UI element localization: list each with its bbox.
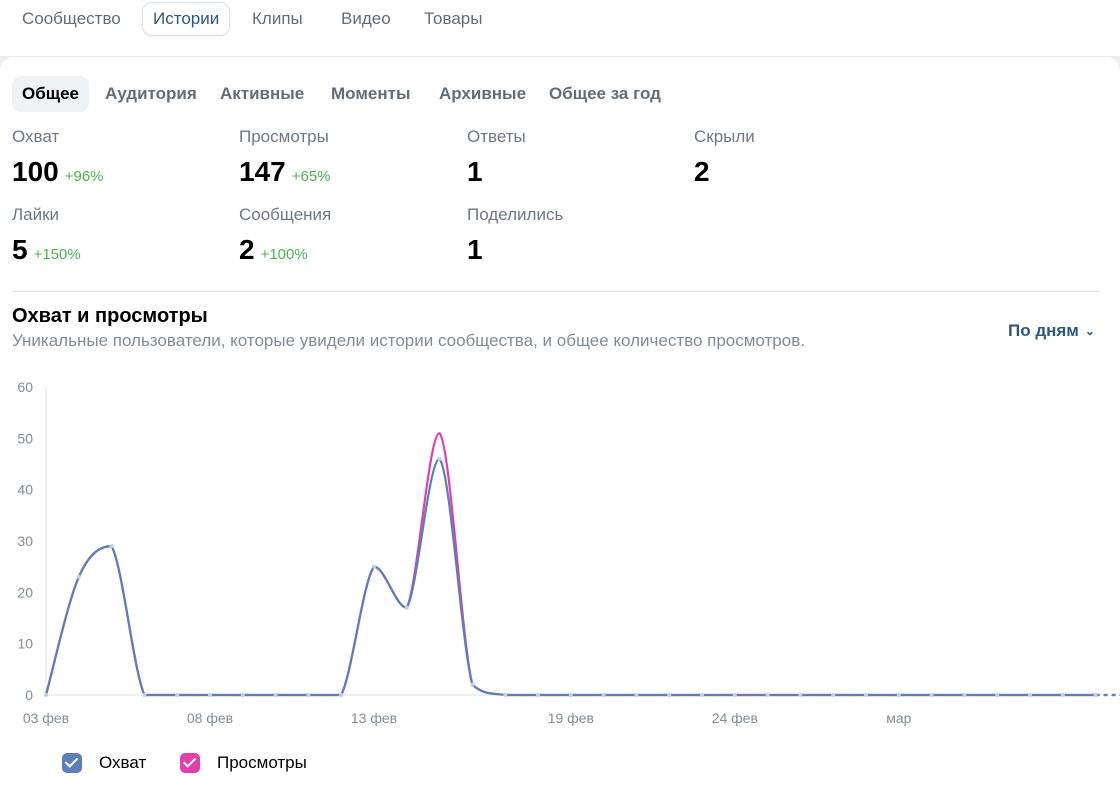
- period-label: По дням: [1008, 321, 1079, 340]
- data-point[interactable]: [1093, 693, 1098, 697]
- y-tick-label: 50: [17, 430, 33, 446]
- stat-reach: Охват 100 +96%: [12, 127, 104, 187]
- checkbox-checked-icon[interactable]: [180, 753, 200, 773]
- x-tick-label: мар: [886, 710, 911, 726]
- data-point[interactable]: [896, 693, 901, 697]
- data-point[interactable]: [470, 682, 475, 687]
- chart-title: Охват и просмотры: [12, 305, 208, 327]
- series-line-reach: [44, 457, 1096, 697]
- subtab-archived[interactable]: Архивные: [439, 84, 527, 103]
- stat-views: Просмотры 147 +65%: [239, 127, 331, 187]
- stat-label: Лайки: [12, 205, 60, 224]
- x-tick-label: 08 фев: [187, 710, 233, 726]
- data-point[interactable]: [437, 456, 442, 461]
- data-point[interactable]: [732, 693, 737, 697]
- data-point[interactable]: [44, 693, 48, 697]
- x-tick-label: 24 фев: [712, 710, 758, 726]
- chart-subtitle: Уникальные пользователи, которые увидели…: [12, 331, 805, 350]
- subtab-moments[interactable]: Моменты: [331, 84, 411, 103]
- data-point[interactable]: [175, 693, 180, 697]
- chevron-down-icon: ⌄: [1084, 324, 1095, 338]
- stat-likes: Лайки 5 +150%: [12, 205, 81, 265]
- stat-replies: Ответы 1: [467, 127, 526, 187]
- tab-community[interactable]: Сообщество: [22, 9, 121, 28]
- data-point[interactable]: [536, 693, 540, 697]
- subtab-yearly[interactable]: Общее за год: [549, 84, 661, 103]
- legend-label: Охват: [99, 753, 147, 772]
- section-divider: [12, 291, 1100, 292]
- data-point[interactable]: [306, 693, 311, 697]
- stat-value: 147: [239, 156, 286, 187]
- tab-stories[interactable]: Истории: [142, 2, 231, 36]
- y-tick-label: 0: [25, 687, 33, 703]
- data-point[interactable]: [995, 693, 1000, 697]
- checkbox-checked-icon[interactable]: [62, 753, 82, 773]
- top-navigation: Сообщество Истории Клипы Видео Товары: [0, 0, 1120, 56]
- data-point[interactable]: [634, 693, 639, 697]
- data-point[interactable]: [208, 693, 212, 697]
- data-point[interactable]: [404, 605, 409, 610]
- data-point[interactable]: [929, 693, 934, 697]
- data-point[interactable]: [109, 544, 114, 549]
- y-tick-label: 10: [17, 636, 33, 652]
- stat-label: Просмотры: [239, 127, 329, 146]
- x-tick-label: 19 фев: [548, 710, 594, 726]
- data-point[interactable]: [503, 693, 508, 697]
- stat-delta: +96%: [64, 168, 104, 185]
- data-point[interactable]: [962, 693, 967, 697]
- tab-clips[interactable]: Клипы: [252, 9, 303, 28]
- data-point[interactable]: [667, 693, 672, 697]
- data-point[interactable]: [76, 574, 81, 579]
- y-tick-label: 20: [17, 584, 33, 600]
- stat-label: Ответы: [467, 127, 526, 146]
- stat-delta: +100%: [260, 246, 308, 263]
- stat-label: Охват: [12, 127, 60, 146]
- stat-label: Сообщения: [239, 205, 332, 224]
- data-point[interactable]: [568, 693, 573, 697]
- tab-video[interactable]: Видео: [341, 9, 391, 28]
- subtab-general[interactable]: Общее: [12, 76, 89, 112]
- reach-views-chart: 0 10 20 30 40 50 60 03 фев 08 фев 13 фев 19 фев 24 …: [17, 379, 1120, 726]
- data-point[interactable]: [1028, 693, 1032, 697]
- y-tick-label: 40: [17, 482, 33, 498]
- stats-card: [0, 56, 1120, 802]
- series-line-views: [44, 432, 1096, 697]
- tab-goods[interactable]: Товары: [424, 9, 483, 28]
- stat-messages: Сообщения 2 +100%: [239, 205, 331, 265]
- data-point[interactable]: [601, 693, 606, 697]
- x-tick-label: 13 фев: [351, 710, 397, 726]
- data-point[interactable]: [700, 693, 704, 697]
- data-point[interactable]: [765, 693, 770, 697]
- subtab-active[interactable]: Активные: [220, 84, 305, 103]
- stat-value: 1: [467, 156, 483, 187]
- data-point[interactable]: [372, 564, 376, 569]
- stat-label: Скрыли: [694, 127, 755, 146]
- stat-label: Поделились: [467, 205, 564, 224]
- y-tick-label: 60: [17, 379, 33, 395]
- legend-label: Просмотры: [217, 753, 307, 772]
- stat-hidden: Скрыли 2: [694, 127, 755, 187]
- stat-delta: +65%: [291, 168, 331, 185]
- legend-item-reach[interactable]: Охват: [62, 751, 146, 775]
- y-tick-label: 30: [17, 533, 33, 549]
- subtab-audience[interactable]: Аудитория: [105, 84, 197, 103]
- data-point[interactable]: [798, 693, 803, 697]
- data-point[interactable]: [339, 693, 344, 697]
- data-point[interactable]: [1060, 693, 1065, 697]
- stat-shared: Поделились 1: [467, 205, 563, 265]
- stat-value: 2: [239, 234, 255, 265]
- legend-item-views[interactable]: Просмотры: [180, 751, 307, 775]
- data-point[interactable]: [864, 693, 868, 697]
- stat-value: 2: [694, 156, 710, 187]
- data-point[interactable]: [142, 693, 147, 697]
- data-point[interactable]: [831, 693, 836, 697]
- stat-delta: +150%: [33, 246, 81, 263]
- stat-value: 5: [12, 234, 28, 265]
- stat-value: 100: [12, 156, 59, 187]
- data-point[interactable]: [240, 693, 245, 697]
- period-dropdown[interactable]: По дням ⌄: [1008, 321, 1095, 341]
- stat-value: 1: [467, 234, 483, 265]
- x-tick-label: 03 фев: [23, 710, 69, 726]
- data-point[interactable]: [273, 693, 278, 697]
